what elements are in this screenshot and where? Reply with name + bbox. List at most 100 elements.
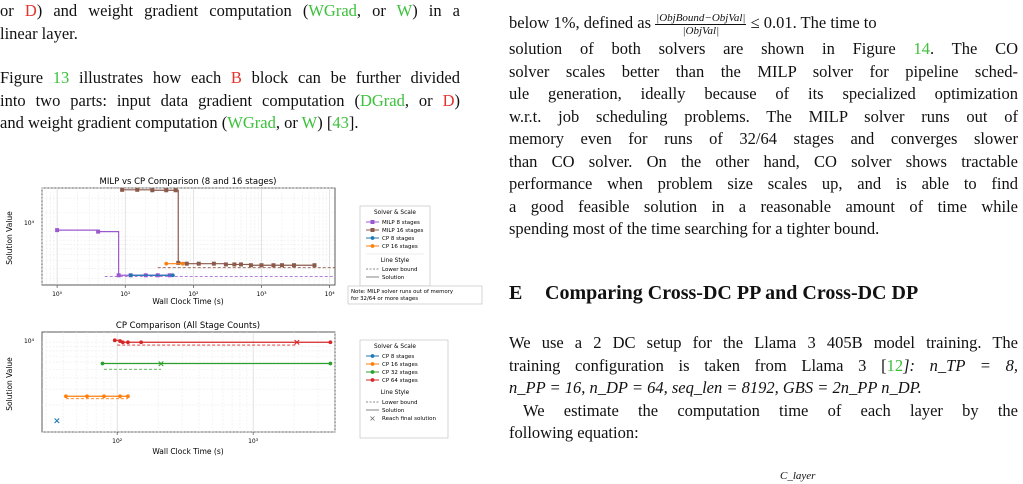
x-tick-label: 10³ <box>256 291 267 298</box>
right-line-1: below 1%, defined as |ObjBound−ObjVal| |O… <box>509 11 877 37</box>
x-tick-label: 10⁴ <box>325 291 336 298</box>
svg-text:Solver & Scale: Solver & Scale <box>374 210 416 216</box>
fig-bot-ytick: 10⁴ <box>24 338 35 345</box>
final-solution-marker: × <box>53 416 61 426</box>
data-point <box>150 188 155 193</box>
data-point <box>238 262 243 267</box>
x-tick-label: 10⁰ <box>52 291 63 298</box>
legend-label: CP 8 stages <box>382 354 414 360</box>
fig-top-title: MILP vs CP Comparison (8 and 16 stages) <box>100 177 277 187</box>
data-point <box>126 340 130 345</box>
data-point <box>112 338 117 343</box>
bound-gap-fraction: |ObjBound−ObjVal| |ObjVal| <box>655 11 747 37</box>
data-point <box>180 261 185 266</box>
section-number: E <box>509 282 523 304</box>
fig-top-ytick: 10⁴ <box>24 220 35 227</box>
fig-bot-plot-area <box>41 331 336 433</box>
data-point <box>102 394 106 399</box>
fig-top-xticks: 10⁰ 10¹ 10² 10³ 10⁴ <box>52 285 335 298</box>
svg-text:Lower bound: Lower bound <box>382 400 418 406</box>
data-point <box>328 340 333 345</box>
data-point <box>312 263 317 268</box>
sec-para-2-line-1: We estimate the computation time of each… <box>523 400 1018 420</box>
citation-12-link[interactable]: 12 <box>886 355 904 375</box>
fig-top-ylabel: Solution Value <box>5 211 14 265</box>
legend-label: CP 32 stages <box>382 370 418 376</box>
data-point <box>173 188 178 193</box>
legend-label: CP 8 stages <box>382 236 414 242</box>
legend-marker <box>370 354 375 358</box>
svg-text:×: × <box>369 414 376 423</box>
left-para-1-line-2: into two parts: input data gradient comp… <box>0 90 461 110</box>
data-point <box>291 263 296 268</box>
fig-bot-series: × × × <box>53 338 333 426</box>
data-point <box>259 263 264 268</box>
data-point <box>184 261 189 266</box>
citation-43-link[interactable]: 43 <box>332 113 349 132</box>
left-para-0-line-2: linear layer. <box>0 23 78 43</box>
right-line-6: memory even for runs of 32/64 stages and… <box>509 129 1018 148</box>
left-para-1-line-1: Figure 13 illustrates how each B block c… <box>0 68 460 87</box>
fig-top-grid <box>41 187 335 285</box>
svg-text:Note: MILP solver runs out of: Note: MILP solver runs out of memory <box>351 289 454 295</box>
data-point <box>120 187 125 192</box>
fig-bot-xlabel: Wall Clock Time (s) <box>152 447 223 456</box>
sec-para-1-line-2: training configuration is taken from Lla… <box>509 355 1018 375</box>
final-solution-marker: × <box>157 359 165 369</box>
right-line-7: than CO solver. On the other hand, CO so… <box>509 151 1018 171</box>
svg-text:Lower bound: Lower bound <box>382 267 418 273</box>
right-column: below 1%, defined as |ObjBound−ObjVal| |O… <box>509 8 1018 241</box>
data-point <box>164 188 169 193</box>
data-point <box>211 261 216 266</box>
left-para-1-line-3: and weight gradient computation (WGrad, … <box>0 113 359 132</box>
data-point <box>120 340 125 345</box>
right-line-10: spending most of the time searching for … <box>509 219 880 238</box>
svg-text:Line Style: Line Style <box>381 390 410 396</box>
data-point <box>139 340 144 345</box>
data-point <box>271 263 276 268</box>
legend-label: CP 16 stages <box>382 244 418 250</box>
data-point <box>176 260 181 265</box>
data-point <box>85 394 89 399</box>
legend-marker <box>370 220 375 224</box>
legend-label: CP 16 stages <box>382 362 418 368</box>
svg-text:Reach final solution: Reach final solution <box>382 416 436 422</box>
legend-marker <box>370 378 375 382</box>
final-solution-marker: × <box>293 338 301 348</box>
figure-14-link[interactable]: 14 <box>913 39 931 58</box>
fig-bot-xticks: 10² 10³ <box>112 432 259 445</box>
svg-text:Solver & Scale: Solver & Scale <box>374 344 416 350</box>
fig-top-legend: Solver & Scale MILP 8 stages MILP 16 stag… <box>359 205 431 287</box>
data-point <box>135 187 140 192</box>
legend-marker <box>370 362 375 366</box>
svg-text:Solution: Solution <box>382 408 405 414</box>
fig-bot-legend: Solver & Scale CP 8 stages CP 16 stages CP… <box>359 339 449 439</box>
section-title: Comparing Cross-DC PP and Cross-DC DP <box>545 282 919 304</box>
data-point <box>196 261 201 266</box>
fig-bot-title: CP Comparison (All Stage Counts) <box>116 321 260 331</box>
svg-text:Line Style: Line Style <box>381 258 410 264</box>
sec-para-1-line-1: We use a 2 DC setup for the Llama 3 405B… <box>509 333 1018 352</box>
sec-para-2-line-2: following equation: <box>509 423 639 442</box>
section-body: We use a 2 DC setup for the Llama 3 405B… <box>509 332 1018 445</box>
fig-top-note: Note: MILP solver runs out of memory for… <box>347 285 483 305</box>
fig-top-xlabel: Wall Clock Time (s) <box>152 297 223 306</box>
right-line-5: w.r.t. job scheduling problems. The MILP… <box>509 106 1018 126</box>
right-line-8: performance when problem size scales up,… <box>509 174 1018 193</box>
x-tick-label: 10¹ <box>120 291 131 298</box>
data-point <box>128 273 133 278</box>
left-para-0-line-1: or D) and weight gradient computation (W… <box>0 1 461 20</box>
equation-fragment: C_layer <box>780 470 816 482</box>
right-line-3: solver scales better than the MILP solve… <box>509 61 1018 81</box>
left-column: or D) and weight gradient computation (W… <box>0 0 460 135</box>
data-point <box>279 263 284 268</box>
right-line-2: solution of both solvers are shown in Fi… <box>509 39 1019 58</box>
figure-13-link[interactable]: 13 <box>52 68 70 87</box>
legend-marker <box>370 244 375 248</box>
legend-label: MILP 8 stages <box>382 220 420 226</box>
legend-label: MILP 16 stages <box>382 228 424 234</box>
data-point <box>100 361 105 366</box>
x-tick-label: 10² <box>112 438 123 445</box>
data-point <box>328 361 333 366</box>
data-point <box>126 394 130 399</box>
